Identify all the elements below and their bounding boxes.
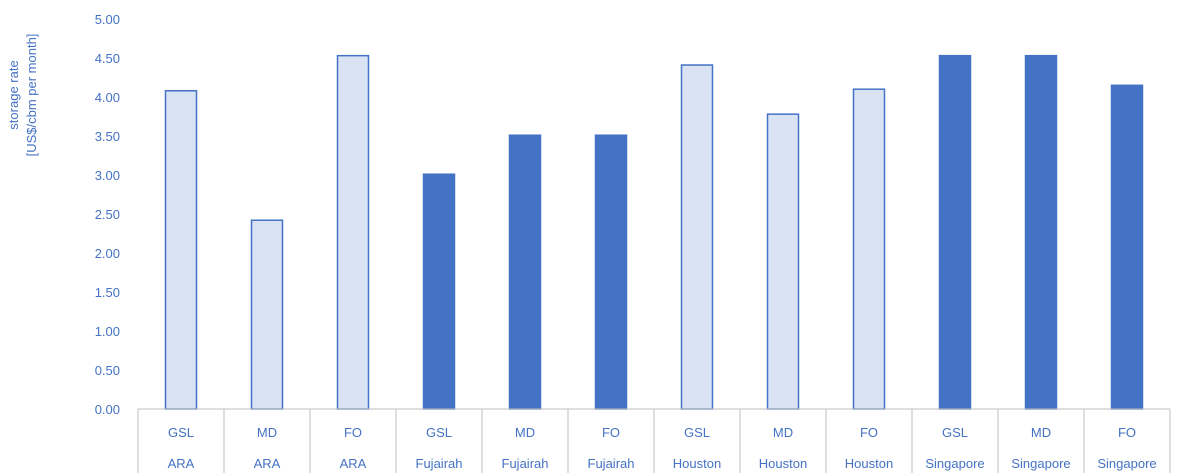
- x-tick-label-product: GSL: [426, 425, 452, 440]
- bar: [164, 90, 198, 410]
- x-tick-label-product: MD: [257, 425, 277, 440]
- x-tick-label-location: ARA: [168, 456, 195, 471]
- bar: [594, 134, 628, 410]
- y-tick-label: 5.00: [95, 12, 120, 27]
- x-tick-label-product: MD: [515, 425, 535, 440]
- bar: [766, 113, 800, 410]
- x-tick-label-location: ARA: [340, 456, 367, 471]
- x-tick-label-location: Fujairah: [416, 456, 463, 471]
- y-axis-title-line-2: [US$/cbm per month]: [24, 34, 39, 157]
- y-tick-label: 1.00: [95, 324, 120, 339]
- y-tick-label: 3.50: [95, 129, 120, 144]
- bar: [1024, 54, 1058, 410]
- bar: [336, 54, 370, 410]
- y-axis-title: storage rate [US$/cbm per month]: [6, 34, 39, 157]
- y-axis-title-line-1: storage rate: [6, 60, 21, 129]
- y-tick-label: 4.00: [95, 90, 120, 105]
- x-tick-label-location: Houston: [845, 456, 893, 471]
- x-tick-label-product: MD: [773, 425, 793, 440]
- x-tick-label-location: Singapore: [1011, 456, 1070, 471]
- x-tick-label-product: GSL: [942, 425, 968, 440]
- bar: [680, 64, 714, 410]
- x-tick-label-product: MD: [1031, 425, 1051, 440]
- x-tick-label-location: Houston: [673, 456, 721, 471]
- x-tick-label-location: Fujairah: [588, 456, 635, 471]
- bar: [938, 54, 972, 410]
- x-tick-label-product: GSL: [168, 425, 194, 440]
- x-tick-label-location: Houston: [759, 456, 807, 471]
- x-tick-label-location: Singapore: [1097, 456, 1156, 471]
- bar: [250, 219, 284, 410]
- y-tick-label: 2.00: [95, 246, 120, 261]
- y-tick-label: 1.50: [95, 285, 120, 300]
- x-axis: GSL ARA MD ARA FO ARA GSL Fujairah MD Fujairah FO F…: [137, 408, 1171, 473]
- x-tick-label-product: FO: [344, 425, 362, 440]
- bar: [1110, 84, 1144, 410]
- bar: [422, 173, 456, 410]
- y-tick-label: 3.00: [95, 168, 120, 183]
- y-tick-label: 2.50: [95, 207, 120, 222]
- bar: [852, 88, 886, 410]
- y-tick-label: 4.50: [95, 51, 120, 66]
- x-tick-label-location: Singapore: [925, 456, 984, 471]
- x-tick-label-location: Fujairah: [502, 456, 549, 471]
- x-tick-label-product: FO: [860, 425, 878, 440]
- y-tick-label: 0.50: [95, 363, 120, 378]
- bar: [508, 134, 542, 410]
- y-axis-ticks: 0.00 0.50 1.00 1.50 2.00 2.50 3.00 3.50 4.00 4.50…: [95, 12, 120, 417]
- x-tick-label-product: FO: [602, 425, 620, 440]
- y-tick-label: 0.00: [95, 402, 120, 417]
- x-tick-label-location: ARA: [254, 456, 281, 471]
- x-tick-label-product: FO: [1118, 425, 1136, 440]
- x-tick-label-product: GSL: [684, 425, 710, 440]
- bars: [164, 54, 1144, 410]
